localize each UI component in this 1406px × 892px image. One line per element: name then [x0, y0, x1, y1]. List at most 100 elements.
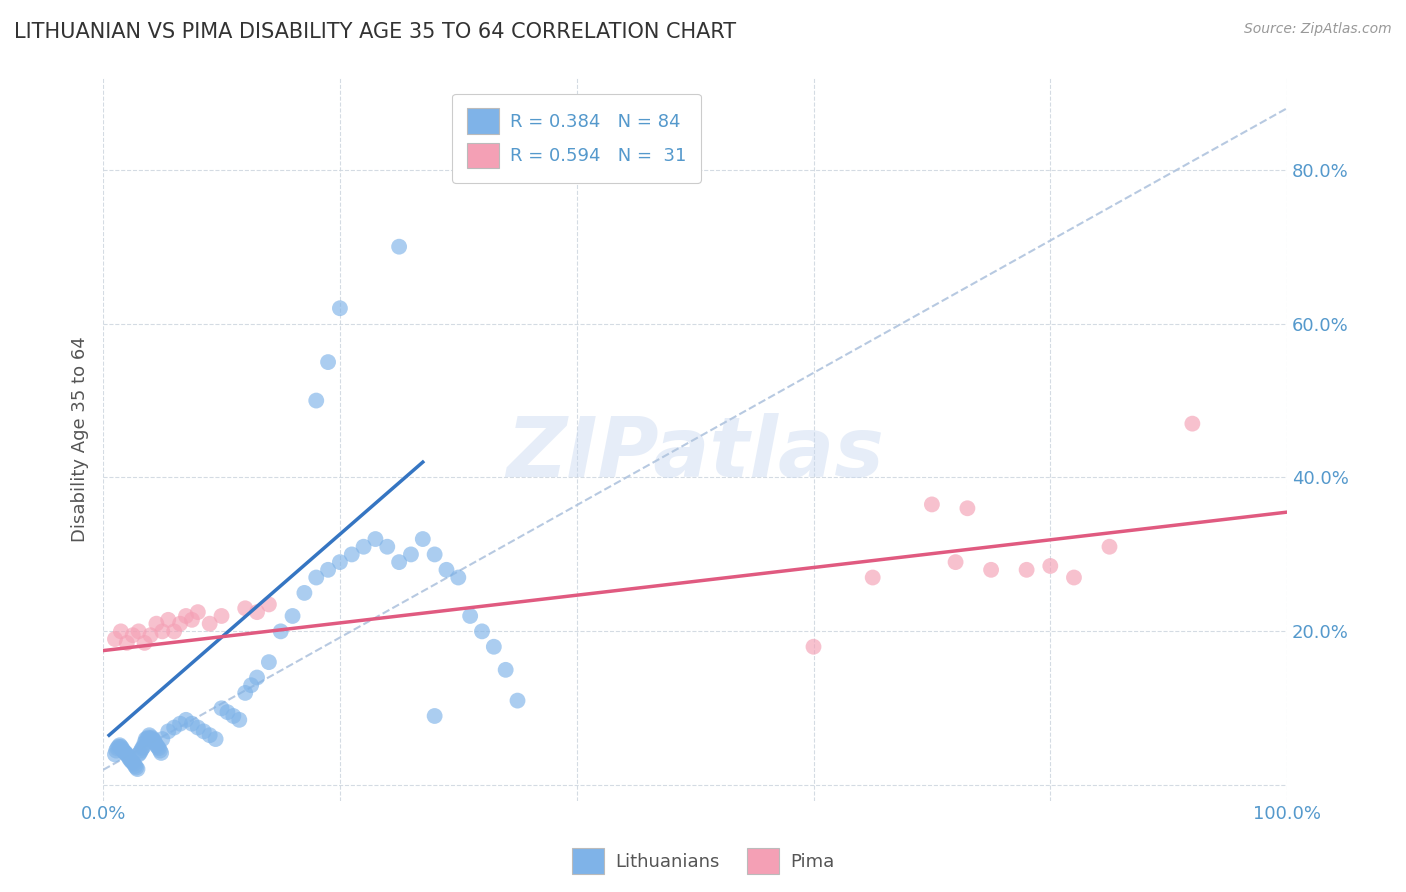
Point	[150, 732, 173, 747]
Point	[150, 746, 173, 760]
Point	[148, 741, 170, 756]
Point	[388, 240, 411, 254]
Point	[506, 693, 529, 707]
Point	[149, 743, 172, 757]
Point	[120, 753, 142, 767]
Legend: Lithuanians, Pima: Lithuanians, Pima	[565, 841, 841, 881]
Point	[143, 733, 166, 747]
Point	[316, 563, 339, 577]
Point	[127, 762, 149, 776]
Point	[281, 609, 304, 624]
Point	[125, 760, 148, 774]
Point	[150, 624, 173, 639]
Point	[138, 728, 160, 742]
Point	[117, 749, 139, 764]
Point	[193, 724, 215, 739]
Point	[139, 628, 162, 642]
Point	[163, 624, 186, 639]
Point	[115, 747, 138, 762]
Point	[129, 743, 152, 757]
Point	[364, 532, 387, 546]
Point	[115, 636, 138, 650]
Point	[436, 563, 458, 577]
Point	[233, 601, 256, 615]
Point	[458, 609, 481, 624]
Point	[257, 655, 280, 669]
Point	[122, 756, 145, 771]
Point	[174, 713, 197, 727]
Point	[108, 738, 131, 752]
Point	[157, 613, 180, 627]
Point	[104, 632, 127, 646]
Point	[1063, 570, 1085, 584]
Point	[145, 616, 167, 631]
Point	[104, 747, 127, 762]
Point	[169, 616, 191, 631]
Point	[412, 532, 434, 546]
Point	[945, 555, 967, 569]
Point	[1015, 563, 1038, 577]
Point	[118, 751, 141, 765]
Point	[198, 616, 221, 631]
Point	[134, 636, 156, 650]
Point	[316, 355, 339, 369]
Point	[110, 624, 132, 639]
Point	[340, 548, 363, 562]
Point	[1039, 558, 1062, 573]
Point	[105, 743, 128, 757]
Point	[1098, 540, 1121, 554]
Point	[980, 563, 1002, 577]
Point	[246, 605, 269, 619]
Point	[141, 731, 163, 745]
Point	[121, 755, 143, 769]
Point	[217, 705, 239, 719]
Point	[240, 678, 263, 692]
Point	[956, 501, 979, 516]
Point	[447, 570, 470, 584]
Point	[305, 570, 328, 584]
Point	[329, 301, 352, 316]
Point	[134, 736, 156, 750]
Point	[399, 548, 422, 562]
Point	[124, 759, 146, 773]
Point	[257, 598, 280, 612]
Point	[228, 713, 250, 727]
Point	[143, 736, 166, 750]
Point	[233, 686, 256, 700]
Point	[107, 739, 129, 754]
Point	[388, 555, 411, 569]
Text: LITHUANIAN VS PIMA DISABILITY AGE 35 TO 64 CORRELATION CHART: LITHUANIAN VS PIMA DISABILITY AGE 35 TO …	[14, 22, 737, 42]
Point	[114, 745, 136, 759]
Point	[128, 624, 150, 639]
Point	[471, 624, 494, 639]
Point	[163, 721, 186, 735]
Point	[423, 709, 446, 723]
Point	[169, 716, 191, 731]
Point	[375, 540, 398, 554]
Point	[105, 741, 128, 756]
Point	[146, 739, 169, 754]
Point	[423, 548, 446, 562]
Point	[1181, 417, 1204, 431]
Point	[145, 738, 167, 752]
Point	[211, 701, 233, 715]
Point	[329, 555, 352, 569]
Point	[187, 605, 209, 619]
Point	[136, 732, 159, 747]
Point	[305, 393, 328, 408]
Point	[135, 732, 157, 747]
Point	[181, 716, 204, 731]
Point	[110, 739, 132, 754]
Point	[204, 732, 226, 747]
Legend: R = 0.384   N = 84, R = 0.594   N =  31: R = 0.384 N = 84, R = 0.594 N = 31	[453, 94, 702, 183]
Point	[211, 609, 233, 624]
Point	[181, 613, 204, 627]
Point	[921, 497, 943, 511]
Point	[246, 671, 269, 685]
Point	[222, 709, 245, 723]
Point	[111, 741, 134, 756]
Point	[139, 732, 162, 747]
Point	[142, 732, 165, 747]
Point	[270, 624, 292, 639]
Point	[121, 628, 143, 642]
